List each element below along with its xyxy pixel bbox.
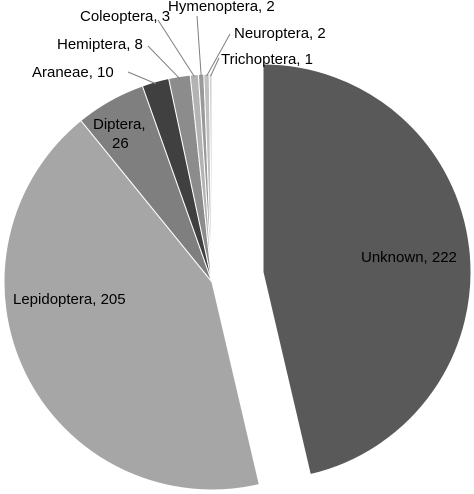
pie-slices — [3, 63, 472, 491]
leader-hemiptera — [147, 45, 181, 79]
label-unknown: Unknown, 222 — [361, 249, 457, 266]
leader-diptera — [99, 102, 112, 133]
label-diptera-value: 26 — [112, 135, 129, 152]
slice-unknown — [262, 63, 472, 476]
label-hymenoptera: Hymenoptera, 2 — [168, 0, 275, 15]
slice-labels: Unknown, 222 Lepidoptera, 205 Diptera, 2… — [13, 0, 457, 308]
label-coleoptera: Coleoptera, 3 — [80, 8, 170, 25]
label-neuroptera: Neuroptera, 2 — [234, 25, 326, 42]
slice-lepidoptera — [3, 119, 260, 491]
leader-hymenoptera — [196, 15, 202, 77]
label-trichoptera: Trichoptera, 1 — [221, 51, 313, 68]
label-araneae: Araneae, 10 — [32, 64, 114, 81]
leader-araneae — [127, 71, 157, 85]
leader-neuroptera — [206, 33, 231, 77]
leader-trichoptera — [210, 57, 220, 77]
label-lepidoptera: Lepidoptera, 205 — [13, 291, 126, 308]
label-diptera-name: Diptera, — [93, 116, 146, 133]
leader-lines — [99, 15, 231, 133]
leader-coleoptera — [157, 19, 195, 78]
label-hemiptera: Hemiptera, 8 — [57, 36, 143, 53]
